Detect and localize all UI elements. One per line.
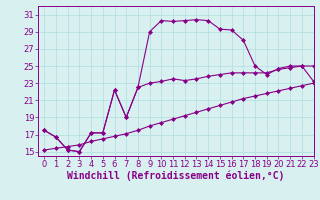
X-axis label: Windchill (Refroidissement éolien,°C): Windchill (Refroidissement éolien,°C) — [67, 171, 285, 181]
